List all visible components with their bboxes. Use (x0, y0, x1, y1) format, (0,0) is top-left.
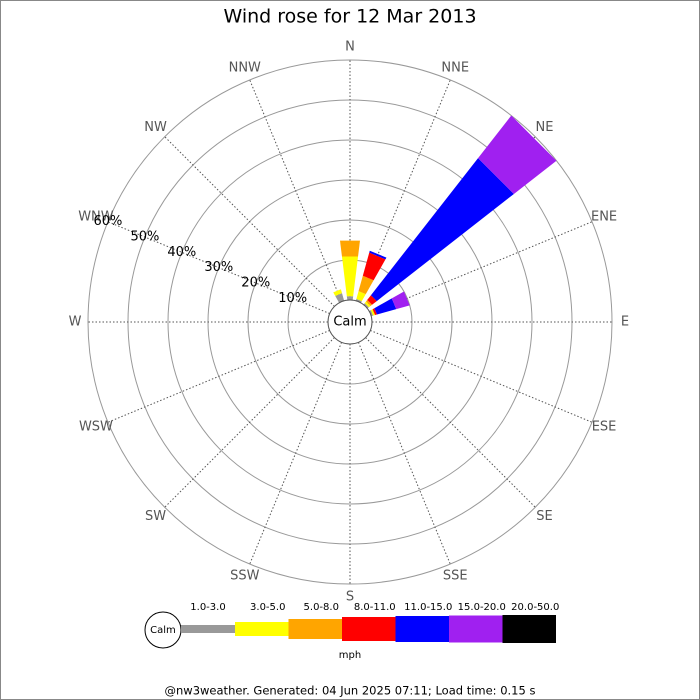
grid-ring (87, 59, 613, 585)
legend-label: 3.0-5.0 (250, 602, 285, 613)
chart-title: Wind rose for 12 Mar 2013 (223, 6, 476, 28)
calm-label: Calm (333, 315, 366, 330)
direction-label: SSW (230, 569, 260, 584)
wind-bar (363, 303, 369, 309)
wind-bar (370, 158, 514, 302)
footer: @nw3weather. Generated: 04 Jun 2025 07:1… (165, 684, 536, 698)
direction-label: WSW (79, 420, 113, 435)
wind-bar (333, 289, 342, 296)
wind-bar (370, 309, 376, 316)
wind-bar (369, 250, 387, 260)
direction-label: SE (536, 509, 552, 524)
legend-label: 20.0-50.0 (511, 602, 559, 613)
legend-swatch (502, 615, 556, 643)
ring-label: 20% (241, 275, 270, 290)
spoke (370, 329, 593, 423)
spoke (365, 337, 536, 508)
wind-bar (341, 256, 359, 297)
direction-label: SW (145, 509, 166, 524)
wind-bar (372, 308, 377, 316)
direction-label: NE (535, 120, 553, 135)
wind-bar (340, 240, 360, 257)
wind-bar (366, 299, 373, 306)
legend-label: 5.0-8.0 (304, 602, 339, 613)
direction-label: SSE (443, 569, 468, 584)
direction-label: ENE (591, 209, 617, 224)
legend-swatch (235, 622, 289, 636)
wind-bar (346, 296, 354, 301)
legend-swatch (395, 616, 449, 642)
wind-bar (358, 275, 374, 295)
spoke (249, 79, 343, 302)
wind-bar (369, 310, 374, 317)
wind-bar (478, 115, 557, 194)
direction-label: S (346, 590, 354, 605)
legend-label: 8.0-11.0 (354, 602, 396, 613)
calm-circle (327, 299, 373, 345)
wind-bar (356, 291, 366, 302)
wind-bar (391, 291, 410, 310)
ring-label: 10% (278, 291, 307, 306)
wind-bar (374, 298, 397, 315)
legend-label: 11.0-15.0 (404, 602, 452, 613)
wind-bar (335, 293, 345, 303)
grid-ring (167, 139, 533, 505)
direction-label: WNW (78, 209, 114, 224)
direction-label: W (69, 315, 82, 330)
legend-swatch (288, 619, 342, 639)
spoke (164, 337, 335, 508)
ring-label: 30% (204, 260, 233, 275)
spoke (249, 342, 343, 565)
ring-label: 40% (167, 245, 196, 260)
legend-swatch (342, 617, 396, 641)
ring-label: 60% (93, 214, 122, 229)
direction-label: E (621, 315, 629, 330)
legend-swatch (449, 615, 503, 643)
legend-unit: mph (339, 650, 361, 661)
legend-label: 15.0-20.0 (458, 602, 506, 613)
ring-label: 50% (130, 230, 159, 245)
direction-label: NW (144, 120, 167, 135)
wind-bar (367, 295, 377, 305)
spoke (164, 136, 335, 307)
direction-label: NNW (229, 60, 261, 75)
direction-label: ESE (592, 420, 617, 435)
wind-bar (362, 252, 386, 281)
wind-bar (364, 301, 371, 308)
spoke (107, 221, 330, 315)
spoke (107, 329, 330, 423)
spoke (370, 221, 593, 315)
spoke (357, 342, 451, 565)
legend-swatch (181, 625, 235, 633)
legend-calm-label: Calm (150, 625, 176, 636)
direction-label: NNE (441, 60, 469, 75)
grid-ring (247, 219, 453, 425)
wind-bar (355, 298, 362, 303)
legend-label: 1.0-3.0 (190, 602, 225, 613)
direction-label: N (345, 40, 355, 55)
